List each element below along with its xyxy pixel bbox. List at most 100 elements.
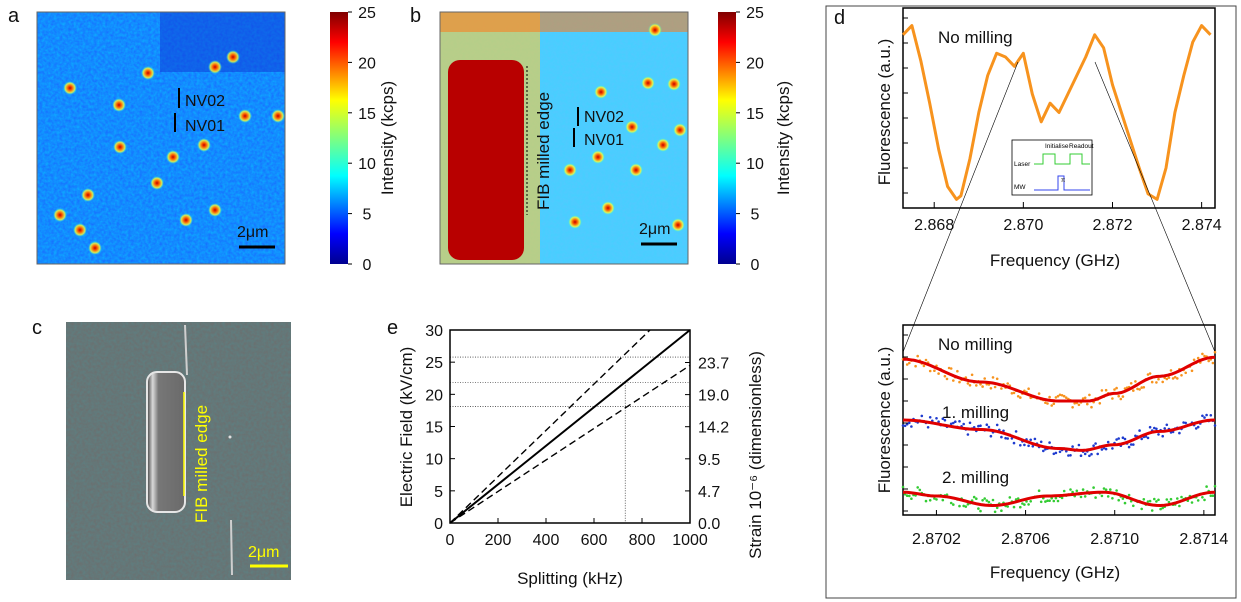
data-point xyxy=(1073,402,1076,405)
nv-spot xyxy=(671,218,685,232)
panel-a-colorbar-ticks: 25 20 15 10 5 0 xyxy=(348,5,376,274)
data-point xyxy=(1048,441,1051,444)
data-point xyxy=(1071,445,1074,448)
data-point xyxy=(1098,402,1102,405)
data-point xyxy=(1106,495,1110,498)
data-point xyxy=(1106,440,1110,444)
data-point xyxy=(1111,397,1114,400)
data-point xyxy=(1102,487,1106,490)
data-point xyxy=(1104,447,1108,451)
data-point xyxy=(1182,421,1185,424)
data-point xyxy=(1146,436,1150,440)
data-point xyxy=(1052,452,1056,456)
data-point xyxy=(1176,497,1179,500)
colorbar-tick-label: 25 xyxy=(358,5,376,22)
nv-spot xyxy=(591,150,605,164)
data-point xyxy=(1100,389,1104,392)
data-point xyxy=(952,421,955,425)
panel-c-dust-particle xyxy=(228,435,232,439)
data-point xyxy=(1014,498,1018,501)
data-point xyxy=(1169,497,1173,501)
data-point xyxy=(970,373,974,377)
data-point xyxy=(1019,396,1022,399)
data-point xyxy=(922,364,926,368)
x-tick-label: 600 xyxy=(581,532,608,549)
panel-c-bottom-scratch xyxy=(230,519,233,576)
data-point xyxy=(1027,503,1030,506)
fit-line-2 xyxy=(902,490,1216,508)
data-point xyxy=(985,423,989,427)
panel-b-nv01-label: NV01 xyxy=(584,132,624,149)
data-point xyxy=(991,376,995,379)
data-point xyxy=(952,379,955,382)
panel-e-ylabel-right: Strain 10⁻⁶ (dimensionless) xyxy=(746,351,765,559)
nv-spot xyxy=(141,66,155,80)
data-point xyxy=(985,499,989,502)
y-tick-right-label: 23.7 xyxy=(698,356,729,373)
data-point xyxy=(1119,397,1123,401)
nv-spot xyxy=(271,109,285,123)
data-point xyxy=(1060,496,1064,500)
data-point xyxy=(962,504,965,508)
data-point xyxy=(1075,489,1079,493)
data-point xyxy=(1117,394,1120,398)
data-point xyxy=(1092,444,1095,448)
data-point xyxy=(1127,445,1131,449)
data-point xyxy=(908,361,911,365)
data-point xyxy=(1211,361,1215,365)
data-point xyxy=(1054,496,1058,500)
data-point xyxy=(1008,496,1012,499)
nv-spot xyxy=(648,23,662,37)
data-point xyxy=(1083,452,1087,456)
panel-d: d 2.868 2.870 2.872 2.874 No milling Fluore… xyxy=(825,5,1237,599)
nv-spot xyxy=(673,123,687,137)
x-tick-label: 2.872 xyxy=(1092,217,1132,234)
panel-a-nv02-label: NV02 xyxy=(185,93,225,110)
colorbar-tick-label: 10 xyxy=(358,156,376,173)
data-point xyxy=(905,422,909,426)
data-point xyxy=(1207,359,1210,363)
panel-d-top-xlabel: Frequency (GHz) xyxy=(990,251,1120,270)
data-point xyxy=(966,433,970,436)
data-point xyxy=(905,363,909,366)
nv-spot xyxy=(238,109,252,123)
panel-d-bottom-annotation-no-milling: No milling xyxy=(938,335,1013,354)
data-point xyxy=(1146,500,1150,503)
panel-b-nv-arrows xyxy=(573,107,579,147)
data-point xyxy=(1203,354,1206,358)
colorbar-tick-label: 0 xyxy=(363,257,372,274)
x-tick-label: 2.870 xyxy=(1003,217,1043,234)
data-point xyxy=(1134,434,1137,438)
data-point xyxy=(1058,450,1062,454)
data-point xyxy=(977,507,980,510)
data-point xyxy=(1184,421,1187,425)
x-tick-label: 2.868 xyxy=(914,217,954,234)
data-point xyxy=(1153,497,1156,501)
data-point xyxy=(989,387,993,390)
data-point xyxy=(1153,426,1156,430)
pulse-inset-pi: π xyxy=(1061,178,1065,184)
data-point xyxy=(979,383,982,386)
nv-spot xyxy=(667,77,681,91)
nv-spot xyxy=(166,150,180,164)
data-point xyxy=(1123,501,1127,505)
data-point xyxy=(935,417,938,420)
data-point xyxy=(1104,488,1108,492)
data-point xyxy=(1148,372,1152,375)
nv-spot xyxy=(563,163,577,177)
data-point xyxy=(910,497,913,501)
y-tick-right-label: 19.0 xyxy=(698,388,729,405)
data-point xyxy=(1092,486,1095,489)
data-point xyxy=(926,426,930,429)
data-point xyxy=(1161,434,1164,438)
data-point xyxy=(1052,402,1056,406)
data-point xyxy=(1083,396,1087,400)
data-point xyxy=(991,498,995,502)
data-point xyxy=(1184,371,1187,375)
panel-a-scalebar-label: 2μm xyxy=(237,224,268,241)
nv-spot xyxy=(113,140,127,154)
data-point xyxy=(905,494,909,498)
data-point xyxy=(1081,397,1085,400)
panel-a-nv-spots xyxy=(53,50,285,255)
panel-d-bottom-xlabel: Frequency (GHz) xyxy=(990,563,1120,582)
